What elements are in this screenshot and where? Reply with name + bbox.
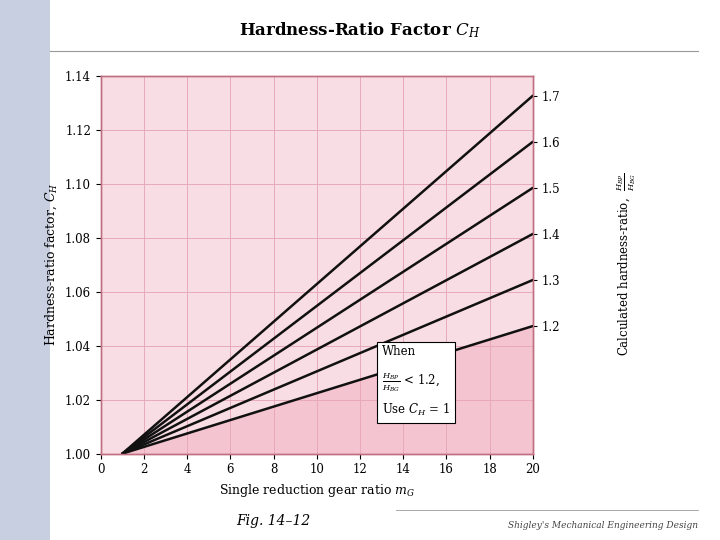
Y-axis label: Calculated hardness-ratio,  $\frac{H_{BP}}{H_{BG}}$: Calculated hardness-ratio, $\frac{H_{BP}… bbox=[613, 173, 638, 356]
Text: Hardness-Ratio Factor $C_H$: Hardness-Ratio Factor $C_H$ bbox=[239, 20, 481, 39]
Y-axis label: Hardness-ratio factor, $C_H$: Hardness-ratio factor, $C_H$ bbox=[44, 183, 59, 347]
Text: Shigley's Mechanical Engineering Design: Shigley's Mechanical Engineering Design bbox=[508, 521, 698, 530]
X-axis label: Single reduction gear ratio $m_G$: Single reduction gear ratio $m_G$ bbox=[219, 482, 415, 499]
Text: Fig. 14–12: Fig. 14–12 bbox=[236, 514, 311, 528]
Text: When
$\frac{H_{BP}}{H_{BG}}$ < 1.2,
Use $C_H$ = 1: When $\frac{H_{BP}}{H_{BG}}$ < 1.2, Use … bbox=[382, 345, 450, 418]
